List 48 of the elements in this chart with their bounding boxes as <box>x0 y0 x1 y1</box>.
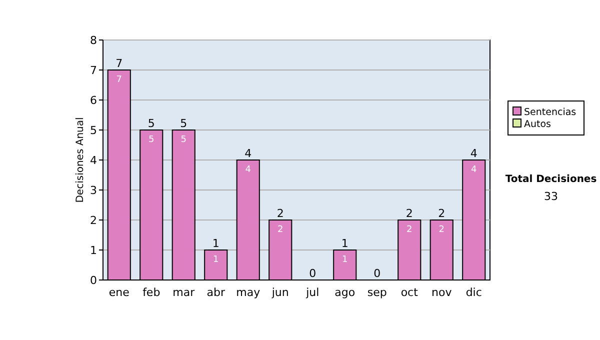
y-tick-label: 6 <box>90 94 97 107</box>
data-label: 7 <box>116 75 122 85</box>
data-label: 2 <box>406 225 412 235</box>
y-tick-label: 5 <box>90 124 97 137</box>
total-label: 2 <box>438 207 446 220</box>
total-label: 5 <box>180 117 188 130</box>
x-tick-label: feb <box>142 286 160 299</box>
data-label: 5 <box>180 135 186 145</box>
y-tick-label: 3 <box>90 184 97 197</box>
data-label: 2 <box>438 225 444 235</box>
x-tick-label: oct <box>400 286 419 299</box>
x-tick-label: sep <box>367 286 387 299</box>
total-label: 1 <box>341 237 348 250</box>
y-tick-label: 2 <box>90 214 97 227</box>
x-tick-label: abr <box>206 286 226 299</box>
total-label: 7 <box>116 57 123 70</box>
total-label: 4 <box>470 147 478 160</box>
x-tick-label: may <box>236 286 261 299</box>
text: 33 <box>544 190 558 203</box>
data-label: 4 <box>245 165 252 175</box>
total-label: 0 <box>374 267 381 280</box>
total-label: 4 <box>244 147 252 160</box>
total-label: 1 <box>212 237 220 250</box>
x-tick-label: ago <box>334 286 356 299</box>
data-label: 1 <box>342 255 348 265</box>
x-tick-label: jun <box>270 286 289 299</box>
total-label: 5 <box>148 117 155 130</box>
x-tick-label: jul <box>305 286 320 299</box>
y-axis-title: Decisiones Anual <box>75 117 86 203</box>
data-label: 5 <box>148 135 154 145</box>
total-label: 0 <box>309 267 316 280</box>
legend-label: Sentencias <box>524 107 576 118</box>
y-tick-label: 0 <box>90 274 97 287</box>
total-label: 2 <box>406 207 413 220</box>
x-tick-label: ene <box>108 286 130 299</box>
y-tick-label: 8 <box>90 34 97 47</box>
x-tick-label: dic <box>466 286 482 299</box>
data-label: 1 <box>213 255 219 265</box>
text: Total Decisiones <box>505 174 597 185</box>
total-label: 2 <box>276 207 284 220</box>
y-tick-label: 4 <box>90 154 97 167</box>
y-tick-label: 1 <box>90 244 97 257</box>
x-tick-label: mar <box>172 286 196 299</box>
x-tick-label: nov <box>432 286 452 299</box>
data-label: 2 <box>278 225 284 235</box>
data-label: 4 <box>471 165 478 175</box>
y-tick-label: 7 <box>90 64 97 77</box>
legend-label: Autos <box>524 119 552 130</box>
